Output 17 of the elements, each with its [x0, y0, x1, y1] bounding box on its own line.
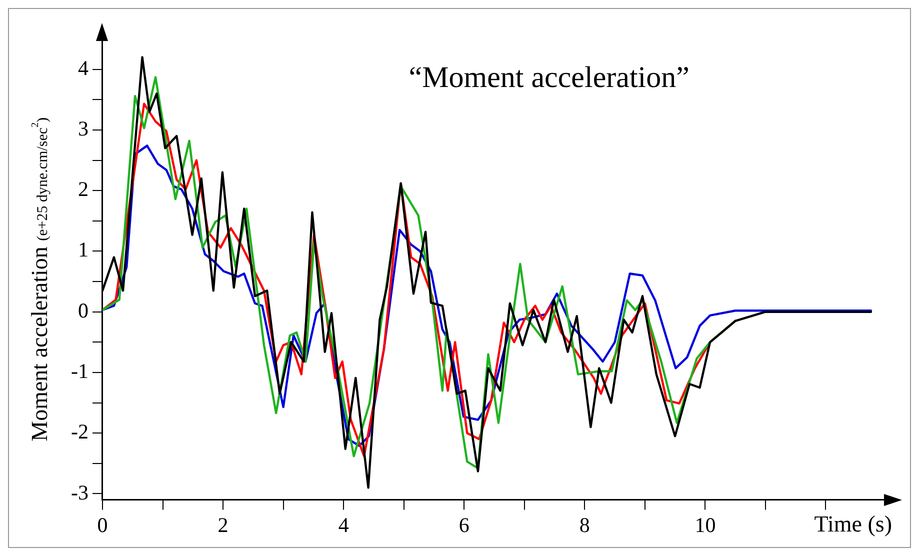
x-axis-title: Time (s) [814, 511, 892, 536]
y-axis-title: Moment acceleration (e+25 dyne.cm/sec2) [27, 117, 52, 442]
x-tick-label: 0 [97, 512, 108, 537]
y-tick-label: 1 [78, 238, 88, 262]
x-tick-label: 10 [694, 512, 716, 537]
x-tick-label: 2 [218, 512, 228, 537]
x-tick-label: 8 [579, 512, 590, 537]
y-tick-label: 0 [78, 298, 88, 322]
x-tick-label: 4 [338, 512, 350, 537]
x-tick-label: 6 [458, 512, 470, 537]
y-tick-label: -3 [70, 480, 88, 504]
y-tick-label: -2 [70, 420, 88, 444]
text: “Moment acceleration” [408, 60, 690, 94]
y-tick-label: 2 [78, 177, 88, 202]
y-tick-label: 3 [78, 116, 88, 140]
y-tick-label: 4 [78, 56, 89, 80]
y-tick-label: -1 [70, 358, 88, 383]
